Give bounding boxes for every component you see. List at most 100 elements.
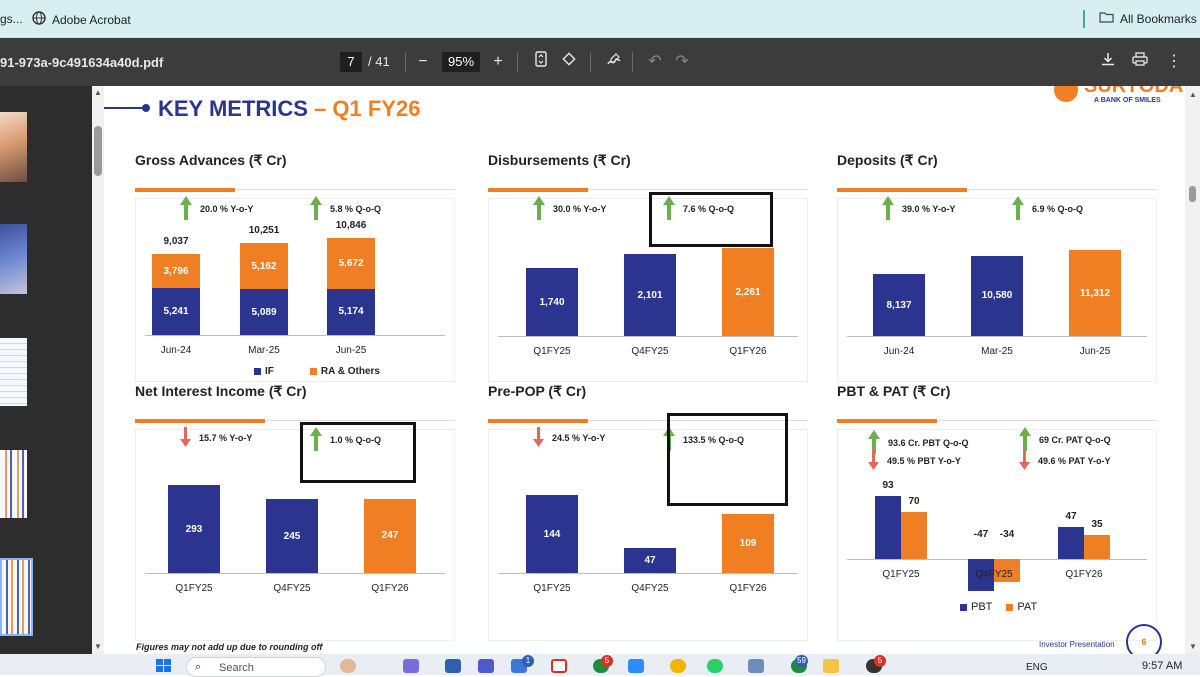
clock[interactable]: 9:57 AM [1142, 660, 1183, 672]
x-tick-label: Q1FY26 [371, 583, 409, 594]
x-axis [847, 336, 1147, 337]
avatar-app-icon[interactable] [340, 659, 356, 673]
growth-text: 49.6 % PAT Y-o-Y [1038, 456, 1111, 466]
thumbnail-sidebar [0, 86, 92, 654]
notification-badge: 59 [795, 655, 808, 667]
growth-up-indicator: 6.9 % Q-o-Q [1012, 196, 1083, 222]
bar-pbt [875, 496, 901, 559]
app-icon[interactable] [628, 659, 644, 673]
growth-up-indicator: 5.8 % Q-o-Q [310, 196, 381, 222]
redo-button[interactable]: ↷ [675, 53, 689, 70]
bar: 293 [168, 485, 220, 573]
page-total: / 41 [368, 54, 390, 69]
growth-up-indicator: 7.6 % Q-o-Q [663, 196, 734, 222]
x-tick-label: Q1FY25 [533, 346, 571, 357]
bar-value-label: 35 [1091, 519, 1103, 531]
page-thumbnail-selected[interactable] [0, 558, 33, 636]
chart-panel [135, 198, 455, 382]
legend-label: PBT [971, 601, 993, 613]
folder-icon[interactable] [823, 659, 839, 673]
bar-pat [1084, 535, 1110, 559]
thumbnail-scrollbar[interactable]: ▲ ▼ [92, 86, 104, 654]
page-thumbnail[interactable] [0, 112, 27, 182]
panel-underline-accent [135, 419, 265, 423]
language-indicator[interactable]: ENG [1026, 662, 1048, 673]
chart-panel [488, 429, 808, 641]
x-tick-label: Q1FY26 [729, 583, 767, 594]
page-thumbnail[interactable] [0, 450, 27, 518]
panel-title: Net Interest Income (₹ Cr) [135, 383, 307, 399]
growth-text: 7.6 % Q-o-Q [683, 204, 735, 214]
bank-logo: SURYODAY A BANK OF SMILES [1050, 86, 1185, 108]
download-button[interactable] [1097, 51, 1119, 73]
arrow-up-icon [882, 196, 894, 222]
page-number-badge: 6 [1126, 624, 1162, 654]
bar: 1,740 [526, 268, 578, 336]
growth-text: 49.5 % PBT Y-o-Y [887, 456, 961, 466]
fit-page-button[interactable] [530, 51, 552, 73]
bar: 144 [526, 495, 578, 573]
scrollbar-thumb[interactable] [1189, 186, 1196, 202]
copilot-icon[interactable] [403, 659, 419, 673]
bar-value-label: -34 [999, 529, 1015, 540]
arrow-up-icon [310, 196, 322, 222]
legend-label: IF [265, 366, 274, 377]
zoom-input[interactable]: 95% [442, 52, 480, 72]
panel-underline-rule [588, 420, 808, 421]
arrow-down-icon [1019, 450, 1030, 472]
bar-pat [994, 559, 1020, 583]
more-options-button[interactable]: ⋮ [1166, 53, 1182, 70]
print-button[interactable] [1129, 51, 1151, 73]
gmail-icon[interactable] [551, 659, 567, 673]
bar: 247 [364, 498, 416, 573]
title-dot [142, 104, 150, 112]
bar: 11,312 [1069, 250, 1121, 336]
panel-underline-accent [837, 419, 937, 423]
divider [590, 52, 591, 72]
bar-pbt [968, 559, 994, 591]
panel-underline-accent [837, 188, 967, 192]
calculator-icon[interactable] [748, 659, 764, 673]
panel-title: Disbursements (₹ Cr) [488, 152, 631, 168]
rotate-button[interactable] [558, 51, 580, 73]
bookmark-item[interactable]: gs... [0, 12, 23, 26]
divider [405, 52, 406, 72]
teams-icon[interactable] [478, 659, 494, 673]
file-explorer-icon[interactable] [445, 659, 461, 673]
file-name: 91-973a-9c491634a40d.pdf [0, 55, 164, 70]
bar: 2,261 [722, 248, 774, 336]
start-windows-icon[interactable] [156, 659, 172, 676]
scrollbar-thumb[interactable] [94, 126, 102, 176]
draw-button[interactable] [603, 51, 625, 73]
bookmark-adobe-acrobat[interactable]: Adobe Acrobat [32, 11, 131, 28]
whatsapp-icon[interactable] [707, 659, 723, 673]
growth-text: 93.6 Cr. PBT Q-o-Q [888, 438, 969, 448]
panel-underline-accent [488, 188, 588, 192]
taskbar: ⌕ Search 1 5 59 5 ENG 9:57 AM [0, 654, 1200, 677]
x-tick-label: Mar-25 [981, 346, 1013, 357]
legend-swatch [309, 368, 317, 375]
x-axis [145, 573, 445, 574]
bar-if: 5,089 [240, 289, 288, 335]
taskbar-search[interactable]: ⌕ Search [186, 657, 326, 677]
bookmarks-bar: gs... Adobe Acrobat All Bookmarks [0, 0, 1200, 38]
growth-down-indicator: 24.5 % Y-o-Y [533, 427, 605, 449]
zoom-in-button[interactable]: + [493, 53, 503, 70]
bar-value-label: 70 [908, 495, 920, 507]
page-thumbnail[interactable] [0, 338, 27, 406]
zoom-out-button[interactable]: − [418, 53, 428, 70]
title-main: KEY METRICS [158, 96, 308, 121]
all-bookmarks-button[interactable]: All Bookmarks [1099, 11, 1197, 26]
panel-underline-rule [937, 420, 1157, 421]
page-number-input[interactable]: 7 [340, 52, 362, 72]
panel-title: Deposits (₹ Cr) [837, 152, 938, 168]
chart-panel [837, 429, 1157, 641]
page-thumbnail[interactable] [0, 224, 27, 294]
undo-button[interactable]: ↶ [648, 53, 662, 70]
page-scrollbar[interactable]: ▲ ▼ [1185, 86, 1200, 654]
chart-legend: PBT PAT [960, 601, 1037, 613]
x-tick-label: Q4FY25 [631, 583, 669, 594]
growth-up-indicator: 30.0 % Y-o-Y [533, 196, 606, 222]
chrome-icon[interactable] [670, 659, 686, 673]
panel-underline-rule [235, 189, 455, 190]
